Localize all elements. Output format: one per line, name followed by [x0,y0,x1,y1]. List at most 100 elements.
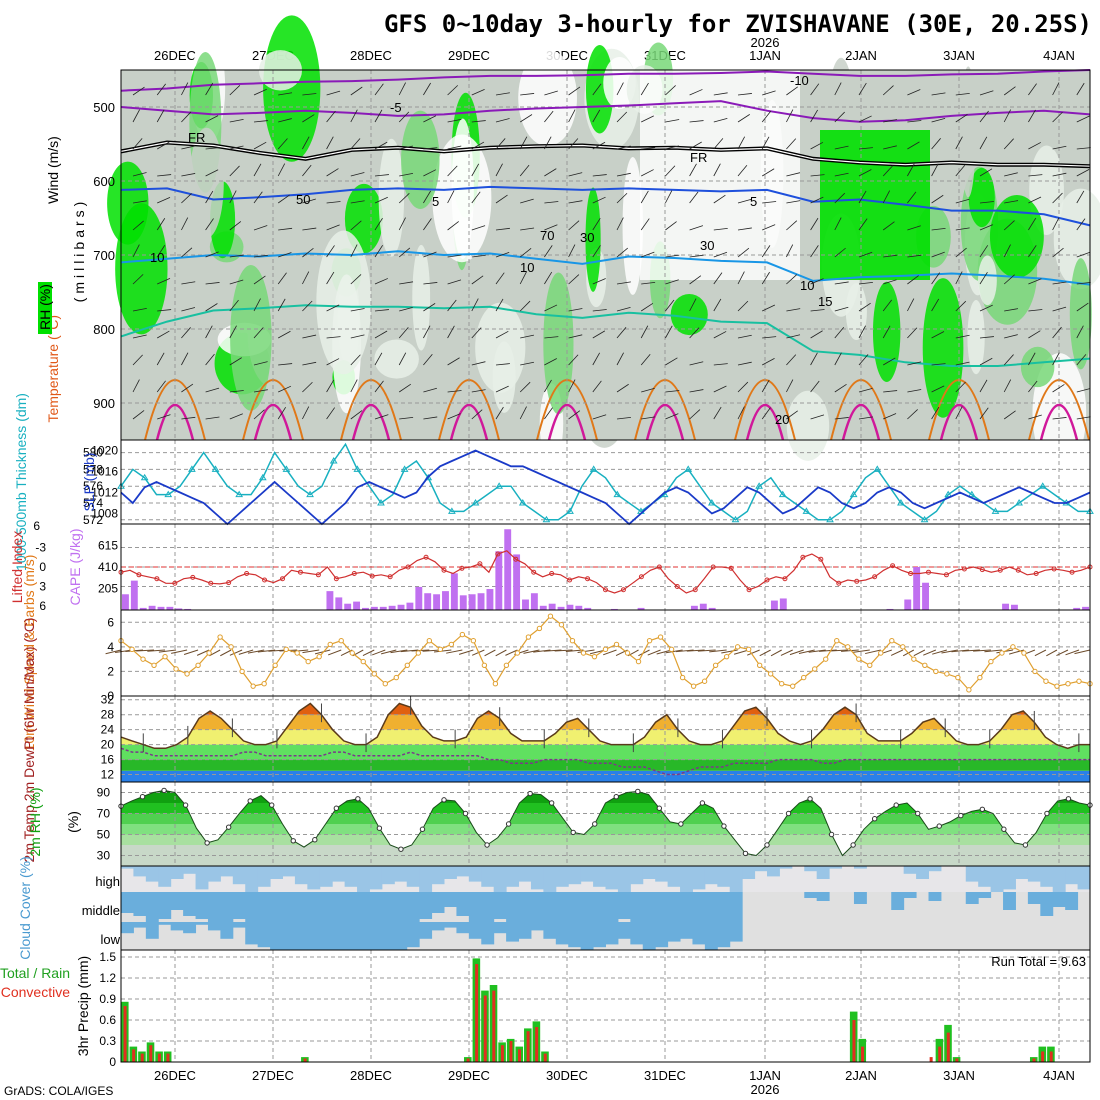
wind-barb [737,136,746,150]
wind-speed-marker [900,644,906,650]
rh-marker [204,840,210,846]
cloud-cover-bar [431,922,445,931]
wind-barb [374,309,389,312]
bottom-date-label: 4JAN [1043,1068,1075,1083]
bottom-date-label: 30DEC [546,1068,588,1083]
rh-marker [721,823,727,829]
cloud-cover-bar [543,922,557,939]
surface-wind-barb [789,649,804,656]
rh-patch [518,49,577,147]
wind-barb [423,303,436,312]
cloud-cover-bar [680,866,693,892]
rh-marker [742,850,749,857]
wind-barb [883,279,897,285]
dewpoint-line [120,747,1090,776]
wind-speed-marker [1021,650,1027,656]
wind-barb [737,300,749,312]
wind-barb [374,217,383,231]
wind-barb [229,84,241,96]
surface-wind-barb [390,649,408,654]
wind-barb [689,89,703,96]
wind-speed-marker [558,622,565,628]
cloud-cover-bar [928,892,942,901]
cloud-cover-bar [816,892,830,901]
wind-barb [132,244,140,258]
wind-barb [495,385,509,393]
li-marker [369,573,375,579]
cape-bar [913,567,921,610]
surface-wind-barb [577,649,595,653]
surface-wind-barb [852,649,870,653]
wind-speed-marker [591,653,598,660]
rh-marker [678,821,684,827]
wind-barb [762,90,776,96]
wind-barb [181,416,196,420]
isotherm-line [120,100,1091,123]
surface-wind-barb [147,649,166,652]
cloud-level-label: high [95,874,120,889]
wind-barb [931,163,939,177]
isotherm-line [120,304,1091,367]
wind-barb [253,327,264,339]
wind-barb [979,201,994,204]
wind-speed-marker [184,671,190,677]
precip-tick-label: 1.5 [99,950,116,964]
li-marker [297,569,303,575]
cloud-cover-bar [431,866,445,885]
rh-marker [161,787,167,794]
wind-barb [931,298,940,312]
rh-marker [613,794,619,800]
thickness-marker [306,490,314,498]
temp-band [121,714,1090,730]
wind-barb [205,147,220,150]
wind-barb [641,115,654,123]
rh-marker [958,812,964,819]
wind-barb [979,271,988,285]
wind-barb [132,379,140,393]
bottom-date-label: 1JAN [749,1068,781,1083]
wind-barb [326,168,339,177]
wind-barb [931,385,945,393]
surface-wind-barb [183,649,199,656]
wind-barb [471,327,482,339]
isotherm-25-lobe [939,404,979,441]
wind-barb [302,334,317,339]
wind-barb [181,193,192,204]
rh-band [121,792,1090,803]
wind-barb [326,407,336,420]
wind-barb [423,416,438,420]
wind-speed-marker [195,662,201,668]
cape-bar [122,594,129,610]
wind-barb [907,191,917,204]
wind-speed-marker [734,644,741,650]
cape-bar [699,603,707,610]
wind-barb [713,118,728,123]
wind-barb [181,281,196,285]
wind-barb [616,111,628,123]
wind-barb [350,220,362,231]
wind-barb [277,138,288,150]
cloud-cover-bar [332,922,346,950]
wind-barb [592,174,607,177]
wind-barb [253,254,268,258]
rh-marker [807,796,813,802]
wind-barb [568,244,576,258]
wind-barb [737,334,752,339]
wind-barb [544,271,553,285]
wind-barb [834,306,849,312]
wind-speed-marker [481,662,488,668]
wind-barb [398,383,412,393]
wind-barb [979,357,993,366]
contour-label: 30 [580,230,594,245]
rh-marker [225,824,232,830]
wind-barb [640,354,651,366]
wind-barb [592,330,606,339]
cloud-cover-bar [481,922,495,945]
wind-barb [181,173,196,177]
li-marker [800,554,806,560]
wind-barb [882,190,891,204]
precip-convective-bar [946,1032,950,1062]
cloud-cover-bar [530,892,544,922]
thickness-marker [211,465,220,472]
wind-barb [882,325,891,339]
